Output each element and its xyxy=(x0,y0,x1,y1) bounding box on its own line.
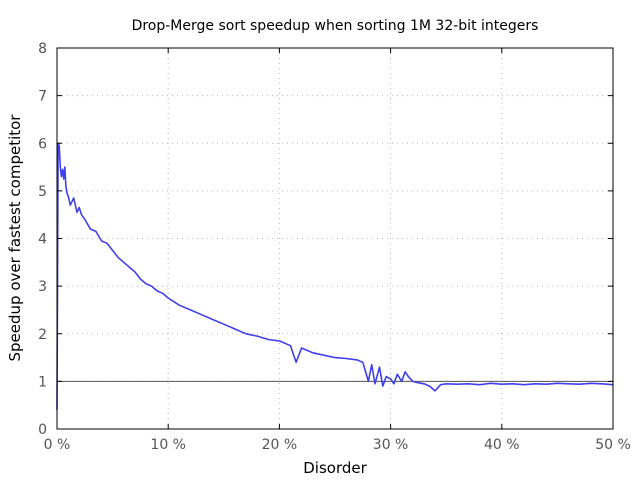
x-tick-label: 50 % xyxy=(595,437,631,453)
y-tick-label: 7 xyxy=(38,89,47,105)
chart-title: Drop-Merge sort speedup when sorting 1M … xyxy=(132,18,539,34)
y-tick-label: 3 xyxy=(38,279,47,295)
x-tick-label: 10 % xyxy=(150,437,186,453)
x-axis-label: Disorder xyxy=(303,459,367,477)
y-axis-label: Speedup over fastest competitor xyxy=(6,114,24,362)
y-tick-label: 0 xyxy=(38,422,47,438)
plot-frame xyxy=(56,47,614,430)
y-tick-label: 1 xyxy=(38,374,47,390)
x-tick-label: 20 % xyxy=(262,437,298,453)
x-tick-label: 40 % xyxy=(484,437,520,453)
y-tick-label: 2 xyxy=(38,327,47,343)
x-tick-label: 30 % xyxy=(373,437,409,453)
grid xyxy=(57,48,613,429)
y-tick-label: 6 xyxy=(38,136,47,152)
x-tick-label: 0 % xyxy=(44,437,71,453)
series-group xyxy=(56,142,614,410)
y-tick-label: 4 xyxy=(38,232,47,248)
axis-ticks: 0 1 2 3 4 5 6 7 8 0 % 10 % 20 % 30 % 40 % 50 % xyxy=(38,41,631,453)
series-line xyxy=(56,142,614,410)
y-tick-label: 5 xyxy=(38,184,47,200)
y-tick-label: 8 xyxy=(38,41,47,57)
